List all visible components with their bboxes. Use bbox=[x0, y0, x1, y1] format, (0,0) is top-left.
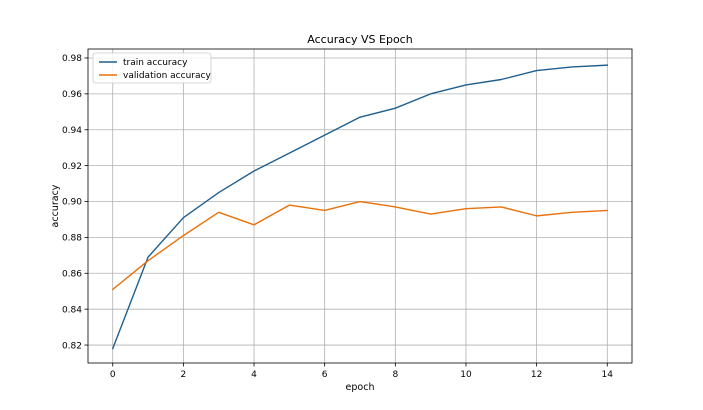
x-tick-label: 12 bbox=[531, 370, 542, 380]
x-axis-label: epoch bbox=[346, 382, 375, 393]
x-axis-ticks: 0 2 4 6 8 10 12 14 bbox=[110, 363, 613, 380]
y-tick-label: 0.98 bbox=[62, 54, 82, 64]
x-tick-label: 8 bbox=[392, 370, 398, 380]
x-tick-label: 0 bbox=[110, 370, 116, 380]
y-tick-label: 0.84 bbox=[62, 305, 82, 315]
plot-frame bbox=[87, 48, 633, 364]
y-tick-label: 0.92 bbox=[62, 162, 82, 172]
y-tick-label: 0.96 bbox=[62, 90, 82, 100]
x-tick-label: 14 bbox=[602, 370, 614, 380]
x-tick-label: 4 bbox=[251, 370, 257, 380]
legend: train accuracy validation accuracy bbox=[92, 52, 212, 84]
y-tick-label: 0.94 bbox=[62, 126, 82, 136]
chart-title: Accuracy VS Epoch bbox=[307, 33, 412, 46]
x-tick-label: 6 bbox=[322, 370, 328, 380]
y-tick-label: 0.82 bbox=[62, 341, 82, 351]
x-tick-label: 10 bbox=[460, 370, 472, 380]
validation-accuracy-line bbox=[111, 200, 609, 291]
y-tick-label: 0.90 bbox=[62, 198, 82, 208]
y-axis-ticks: 0.82 0.84 0.86 0.88 0.90 0.92 0.94 0.96 0.98 bbox=[62, 54, 88, 351]
series-lines bbox=[111, 64, 609, 350]
legend-label: validation accuracy bbox=[123, 71, 211, 81]
grid bbox=[88, 49, 632, 363]
legend-label: train accuracy bbox=[123, 58, 188, 68]
legend-box bbox=[92, 52, 212, 84]
y-tick-label: 0.86 bbox=[62, 269, 82, 279]
y-tick-label: 0.88 bbox=[62, 234, 82, 244]
y-axis-label: accuracy bbox=[50, 184, 61, 227]
x-tick-label: 2 bbox=[181, 370, 187, 380]
train-accuracy-line bbox=[111, 64, 609, 350]
